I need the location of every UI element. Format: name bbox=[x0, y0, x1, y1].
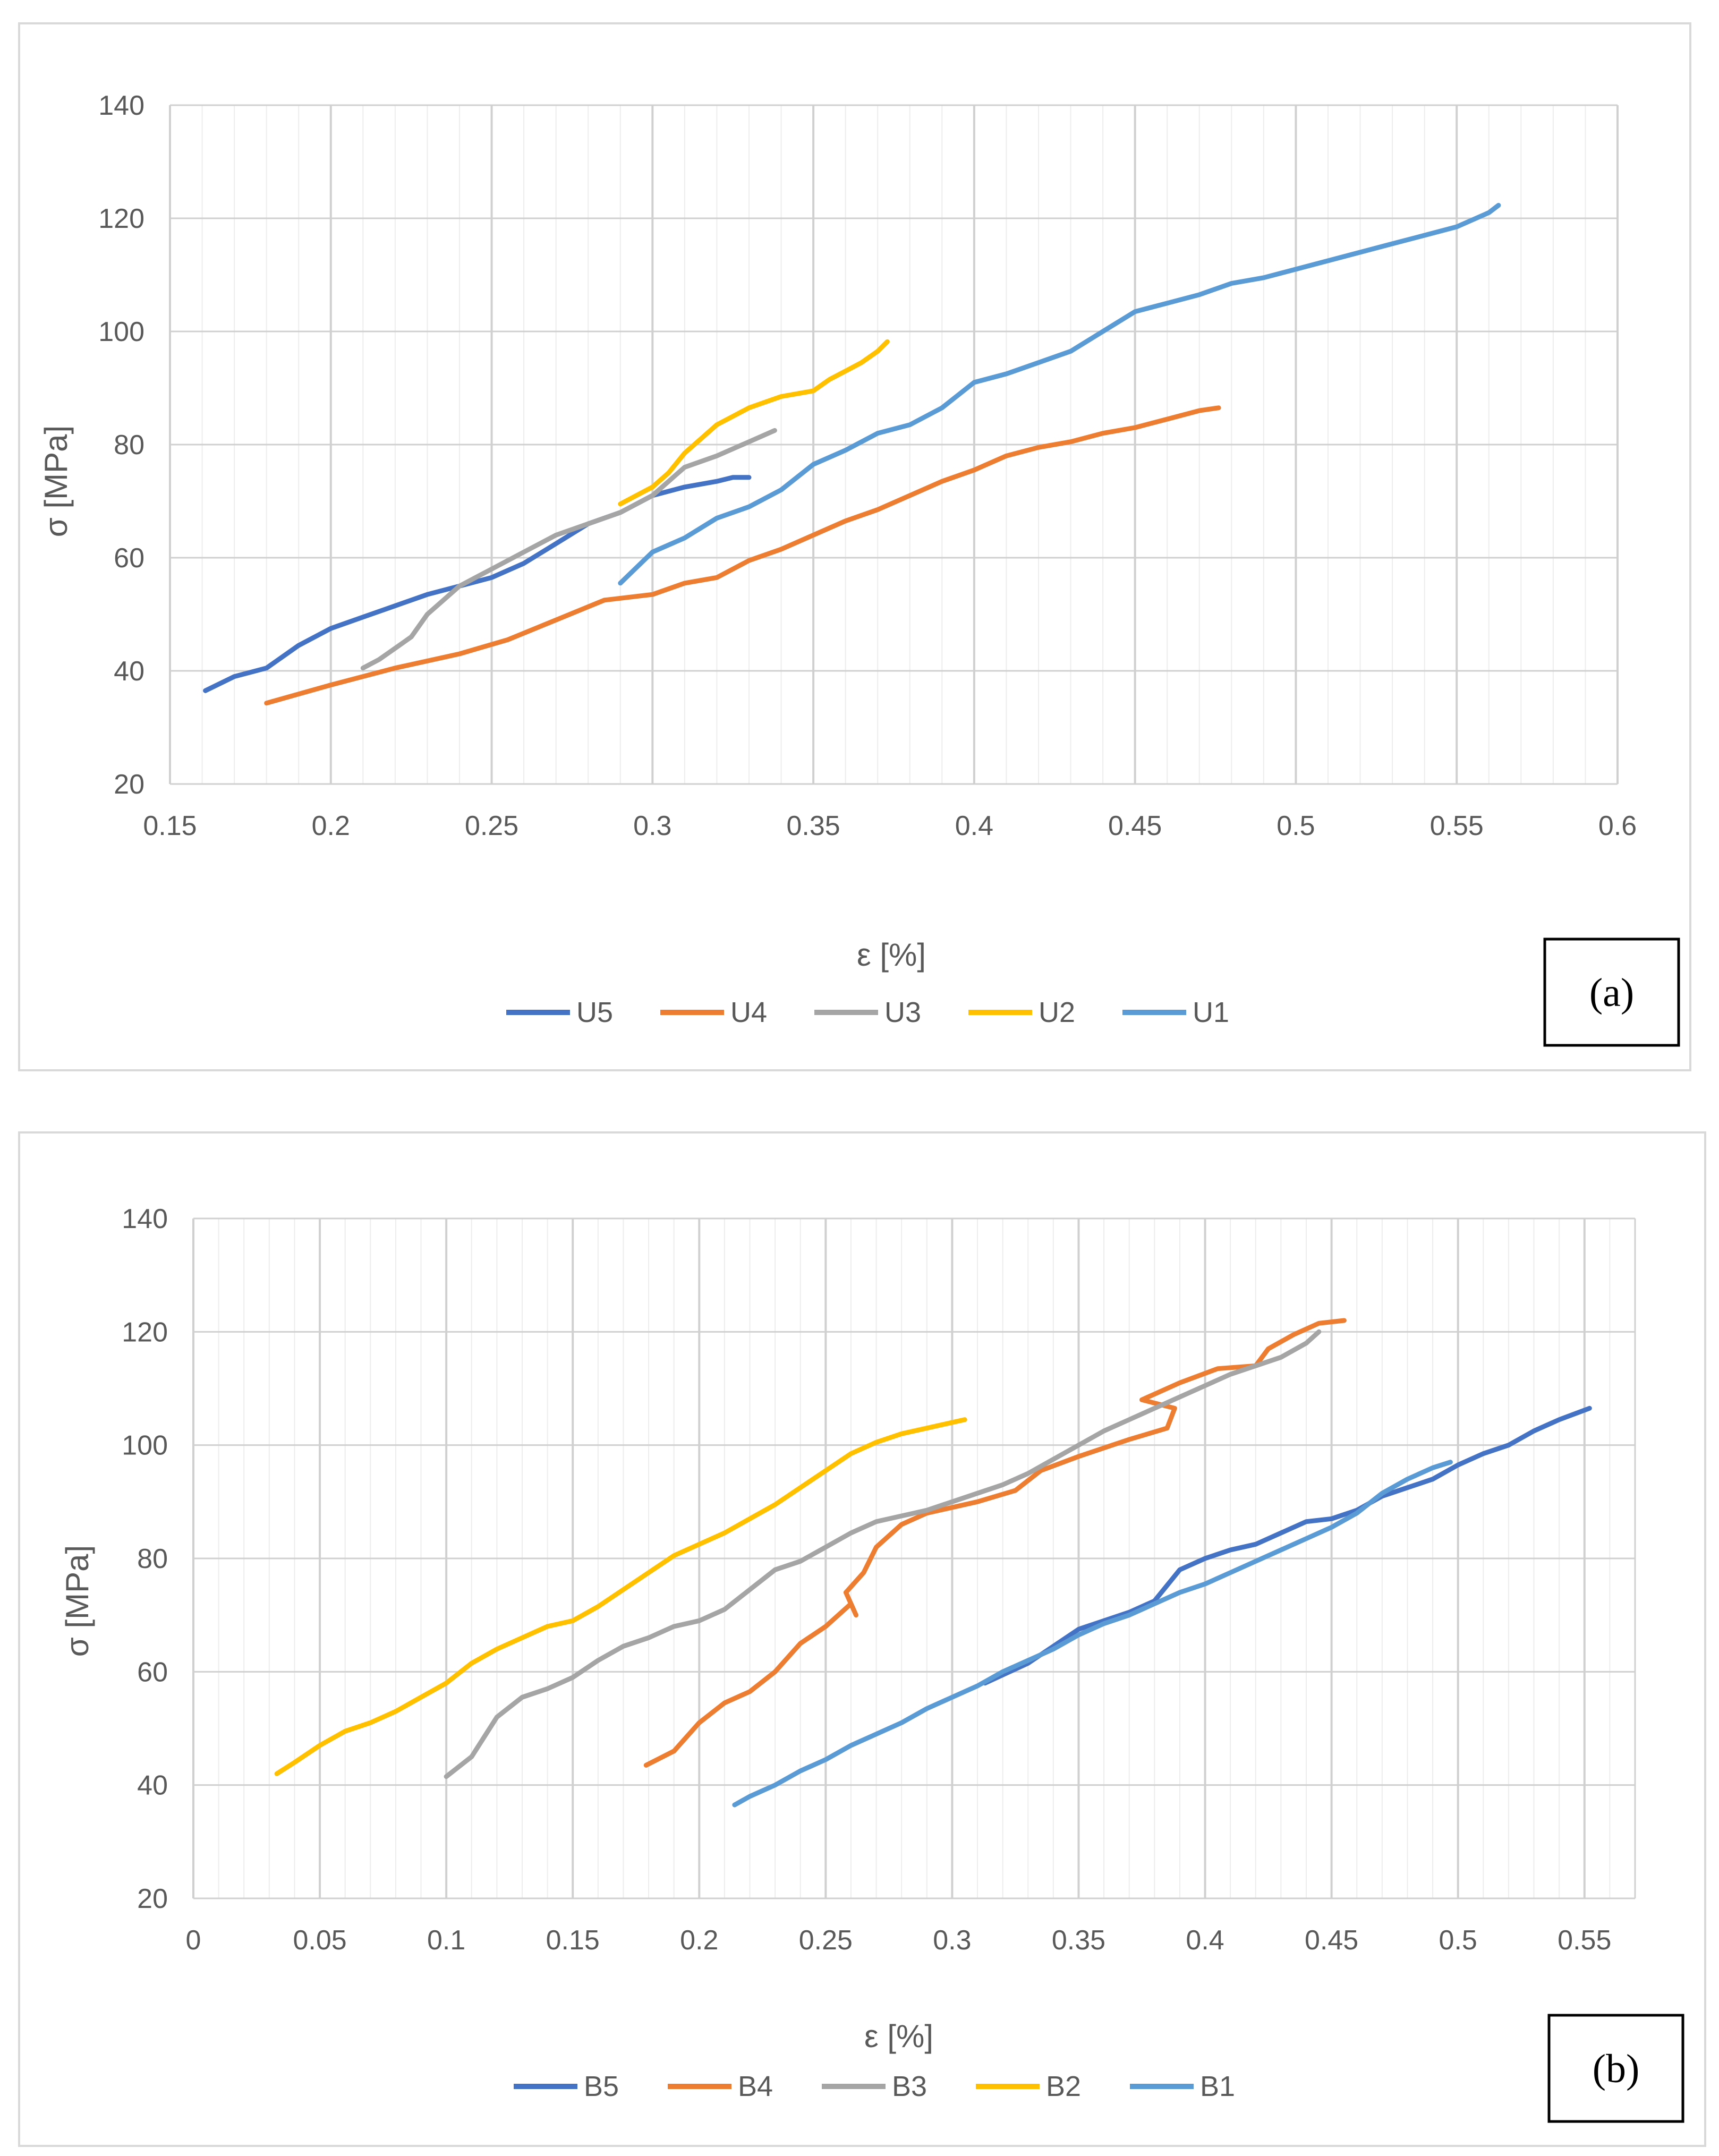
chart-a-panel-label: (a) bbox=[1589, 970, 1634, 1015]
chart-b-gridlines bbox=[192, 1217, 1636, 1899]
x-tick-label: 0.25 bbox=[799, 1925, 853, 1956]
series-line-b5 bbox=[982, 1405, 1592, 1686]
y-tick-label: 20 bbox=[114, 769, 144, 800]
chart-a-gridlines bbox=[169, 104, 1619, 785]
x-tick-label: 0.45 bbox=[1305, 1925, 1358, 1956]
chart-b-series bbox=[274, 1318, 1592, 1808]
x-tick-label: 0.2 bbox=[312, 811, 350, 841]
x-tick-label: 0.4 bbox=[955, 811, 993, 841]
x-tick-label: 0.5 bbox=[1277, 811, 1315, 841]
x-tick-label: 0.25 bbox=[465, 811, 518, 841]
y-tick-label: 120 bbox=[122, 1317, 168, 1348]
chart-b-y-axis-title: σ [MPa] bbox=[59, 1545, 95, 1657]
y-tick-label: 140 bbox=[122, 1204, 168, 1234]
series-line-u3 bbox=[360, 428, 777, 671]
y-tick-label: 100 bbox=[98, 317, 144, 347]
series-line-b1 bbox=[732, 1460, 1453, 1808]
legend-label-b5: B5 bbox=[584, 2070, 619, 2102]
series-line-u2 bbox=[618, 339, 890, 507]
chart-b-tick-labels: 0 0.05 0.1 0.15 0.2 0.25 0.3 0.35 0.4 0.45 0.5 0.55… bbox=[122, 1204, 1611, 1956]
legend-label-u2: U2 bbox=[1039, 996, 1075, 1028]
x-tick-label: 0.05 bbox=[293, 1925, 346, 1956]
chart-b-panel-label: (b) bbox=[1593, 2047, 1640, 2091]
y-tick-label: 60 bbox=[137, 1657, 168, 1688]
y-tick-label: 40 bbox=[137, 1770, 168, 1801]
y-tick-label: 80 bbox=[137, 1544, 168, 1574]
y-tick-label: 140 bbox=[98, 90, 144, 121]
legend-label-b4: B4 bbox=[738, 2070, 773, 2102]
legend-label-b3: B3 bbox=[892, 2070, 927, 2102]
chart-b-svg: 0 0.05 0.1 0.15 0.2 0.25 0.3 0.35 0.4 0.45 0.5 0.55… bbox=[59, 1204, 1684, 2123]
x-tick-label: 0.35 bbox=[787, 811, 840, 841]
chart-b-x-axis-title: ε [%] bbox=[864, 2018, 933, 2054]
x-tick-label: 0.35 bbox=[1052, 1925, 1105, 1956]
legend-label-u1: U1 bbox=[1193, 996, 1229, 1028]
legend-label-u3: U3 bbox=[884, 996, 921, 1028]
legend-label-b1: B1 bbox=[1200, 2070, 1235, 2102]
x-tick-label: 0.15 bbox=[143, 811, 197, 841]
y-tick-label: 60 bbox=[114, 543, 144, 574]
chart-a-series bbox=[203, 203, 1501, 706]
x-tick-label: 0.4 bbox=[1186, 1925, 1224, 1956]
x-tick-label: 0.5 bbox=[1439, 1925, 1477, 1956]
x-tick-label: 0.3 bbox=[633, 811, 671, 841]
chart-panel-b: 0 0.05 0.1 0.15 0.2 0.25 0.3 0.35 0.4 0.45 0.5 0.55… bbox=[18, 1131, 1706, 2147]
series-line-u5 bbox=[203, 475, 752, 693]
chart-a-svg: 0.15 0.2 0.25 0.3 0.35 0.4 0.45 0.5 0.55 0.6 20 40 6… bbox=[38, 90, 1680, 1047]
x-tick-label: 0 bbox=[186, 1925, 201, 1956]
chart-a-y-axis-title: σ [MPa] bbox=[38, 425, 74, 537]
y-tick-label: 80 bbox=[114, 430, 144, 461]
y-tick-label: 40 bbox=[114, 656, 144, 687]
x-tick-label: 0.3 bbox=[933, 1925, 971, 1956]
legend-label-b2: B2 bbox=[1046, 2070, 1081, 2102]
y-tick-label: 120 bbox=[98, 203, 144, 234]
x-tick-label: 0.15 bbox=[546, 1925, 600, 1956]
x-tick-label: 0.1 bbox=[427, 1925, 465, 1956]
x-tick-label: 0.55 bbox=[1558, 1925, 1611, 1956]
x-tick-label: 0.55 bbox=[1430, 811, 1484, 841]
x-tick-label: 0.2 bbox=[680, 1925, 718, 1956]
chart-a-panel-label-box bbox=[1543, 938, 1680, 1047]
chart-a-x-axis-title: ε [%] bbox=[857, 937, 926, 973]
series-line-u4 bbox=[264, 405, 1221, 706]
series-line-b3 bbox=[444, 1329, 1322, 1779]
series-line-u1 bbox=[618, 203, 1501, 586]
y-tick-label: 20 bbox=[137, 1884, 168, 1914]
chart-b-panel-label-box bbox=[1547, 2014, 1684, 2123]
chart-a-tick-labels: 0.15 0.2 0.25 0.3 0.35 0.4 0.45 0.5 0.55 0.6 20 40 6… bbox=[98, 90, 1637, 841]
legend-label-u4: U4 bbox=[730, 996, 767, 1028]
series-line-b2 bbox=[274, 1417, 967, 1776]
series-line-b4 bbox=[643, 1318, 1347, 1768]
x-tick-label: 0.45 bbox=[1108, 811, 1162, 841]
chart-panel-a: 0.15 0.2 0.25 0.3 0.35 0.4 0.45 0.5 0.55 0.6 20 40 6… bbox=[18, 22, 1691, 1071]
x-tick-label: 0.6 bbox=[1598, 811, 1637, 841]
chart-a-legend: U5 U4 U3 U2 U1 bbox=[506, 996, 1229, 1028]
legend-label-u5: U5 bbox=[576, 996, 613, 1028]
y-tick-label: 100 bbox=[122, 1430, 168, 1461]
chart-b-legend: B5 B4 B3 B2 B1 bbox=[514, 2070, 1235, 2102]
